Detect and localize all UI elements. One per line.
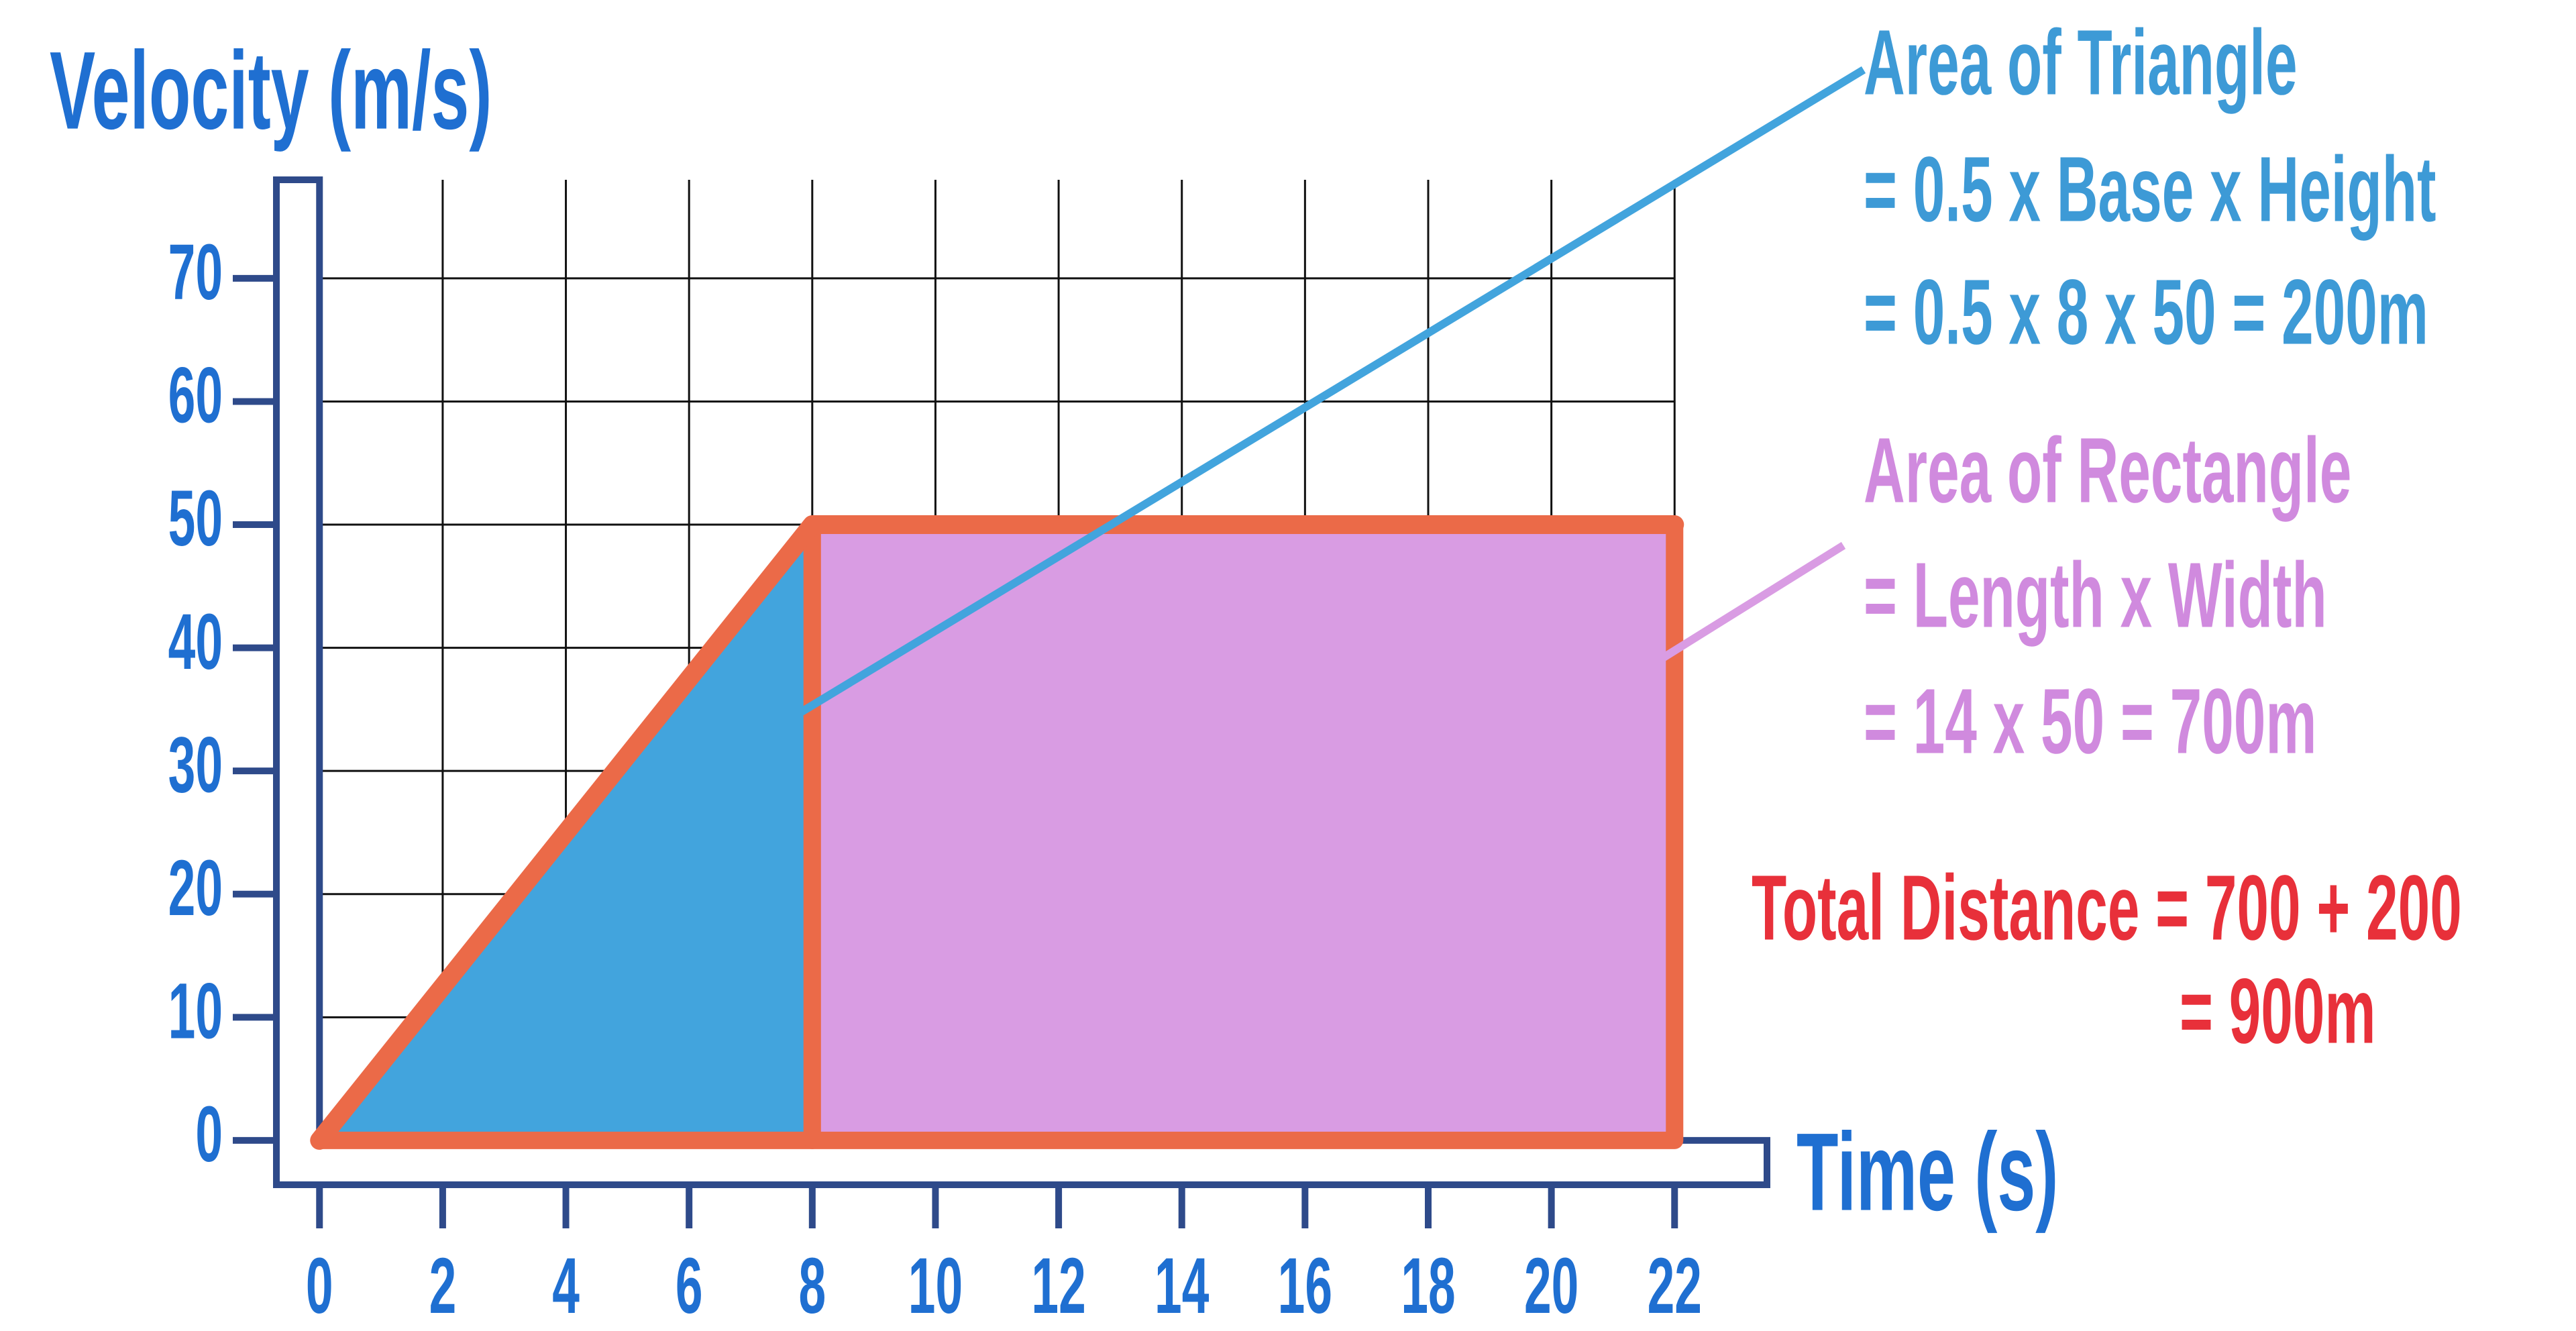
x-tick-label: 18 [1401, 1241, 1455, 1330]
y-tick-label: 40 [168, 597, 223, 686]
x-tick-label: 22 [1648, 1241, 1702, 1330]
annotation-text: = 0.5 x 8 x 50 = 200m [1864, 261, 2428, 364]
x-tick-label: 0 [306, 1241, 333, 1330]
y-axis-title: Velocity (m/s) [50, 30, 492, 153]
y-tick-label: 30 [168, 720, 223, 808]
rectangle-leader [1661, 541, 1846, 661]
annotation-text: Total Distance = 700 + 200 [1752, 857, 2462, 960]
x-tick-label: 8 [798, 1241, 826, 1330]
annotation-text: Area of Rectangle [1864, 419, 2351, 523]
axes [273, 176, 1770, 1188]
y-tick-label: 50 [168, 474, 223, 562]
x-axis-title: Time (s) [1796, 1111, 2058, 1234]
y-tick-label: 0 [195, 1089, 223, 1178]
velocity-line [310, 515, 1684, 1150]
triangle-leader [799, 66, 1866, 716]
x-tick-label: 2 [429, 1241, 457, 1330]
annotation-text: = Length x Width [1864, 544, 2327, 647]
x-tick-label: 20 [1524, 1241, 1578, 1330]
y-tick-label: 20 [168, 843, 223, 932]
x-tick-label: 16 [1278, 1241, 1332, 1330]
area-region [803, 516, 1684, 1149]
x-tick-label: 10 [908, 1241, 963, 1330]
x-tick-label: 14 [1155, 1241, 1210, 1330]
x-tick-label: 4 [552, 1241, 580, 1330]
annotation-text: = 900m [2180, 960, 2376, 1063]
annotation-text: Area of Triangle [1864, 11, 2298, 115]
annotation-text: = 0.5 x Base x Height [1864, 138, 2436, 242]
x-tick-label: 6 [676, 1241, 703, 1330]
annotation-text: = 14 x 50 = 700m [1864, 670, 2316, 774]
y-tick-label: 60 [168, 351, 223, 439]
y-tick-label: 10 [168, 967, 223, 1055]
y-tick-label: 70 [168, 227, 223, 316]
x-tick-label: 12 [1031, 1241, 1085, 1330]
